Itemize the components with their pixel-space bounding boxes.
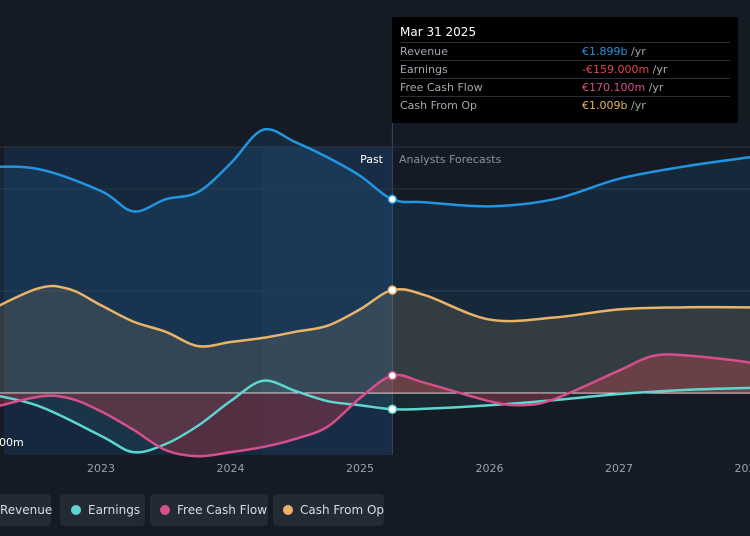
revenue-marker	[387, 194, 398, 205]
legend-item-earnings[interactable]: Earnings	[60, 494, 145, 526]
tooltip-row-cash-from-op: Cash From Op €1.009b /yr	[400, 96, 730, 114]
revenue-line	[0, 127, 750, 213]
free-cash-flow-marker	[387, 370, 398, 381]
tooltip-number: €1.009b	[582, 99, 628, 112]
legend-label: Cash From Op	[300, 503, 385, 517]
tooltip-number: €170.100m	[582, 81, 646, 94]
legend-item-revenue[interactable]: Revenue	[0, 494, 53, 526]
tooltip-value: €170.100m /yr	[582, 81, 663, 94]
tooltip-number: -€159.000m	[582, 63, 650, 76]
tooltip-row-free-cash-flow: Free Cash Flow €170.100m /yr	[400, 78, 730, 96]
free-cash-flow-dot-icon	[160, 505, 170, 515]
tooltip-unit: /yr	[648, 81, 664, 94]
free-cash-flow-line	[0, 353, 750, 458]
x-tick-label: 2023	[87, 462, 115, 475]
cash-from-op-area	[0, 286, 750, 393]
x-tick-label: 2027	[605, 462, 633, 475]
tooltip-row-earnings: Earnings -€159.000m /yr	[400, 60, 730, 78]
tooltip: Mar 31 2025 Revenue €1.899b /yr Earnings…	[392, 17, 738, 123]
tooltip-number: €1.899b	[582, 45, 628, 58]
tooltip-label: Earnings	[400, 63, 448, 76]
earnings-marker	[387, 404, 398, 414]
forecast-label: Analysts Forecasts	[399, 153, 502, 166]
cash-from-op-dot-icon	[283, 505, 293, 515]
legend-label: Revenue	[0, 503, 53, 517]
tooltip-label: Revenue	[400, 45, 448, 58]
revenue-area	[0, 129, 750, 393]
tooltip-value: -€159.000m /yr	[582, 63, 667, 76]
cash-from-op-marker	[387, 285, 398, 295]
tooltip-unit: /yr	[630, 45, 646, 58]
legend-label: Free Cash Flow	[177, 503, 268, 517]
x-tick-label: 2026	[476, 462, 504, 475]
past-label: Past	[360, 153, 384, 166]
tooltip-label: Free Cash Flow	[400, 81, 483, 94]
x-tick-label: 2024	[217, 462, 245, 475]
earnings-dot-icon	[71, 505, 81, 515]
free-cash-flow-area	[0, 354, 750, 457]
legend-label: Earnings	[88, 503, 141, 517]
cash-from-op-line	[0, 284, 750, 348]
tooltip-value: €1.899b /yr	[582, 45, 646, 58]
tooltip-value: €1.009b /yr	[582, 99, 646, 112]
tooltip-row-revenue: Revenue €1.899b /yr	[400, 42, 730, 60]
tooltip-unit: /yr	[652, 63, 668, 76]
x-tick-label: 2025	[346, 462, 374, 475]
tooltip-label: Cash From Op	[400, 99, 478, 112]
tooltip-date: Mar 31 2025	[400, 25, 477, 39]
legend-item-cash-from-op[interactable]: Cash From Op	[273, 494, 384, 526]
past-region	[4, 147, 393, 455]
y-min-label: 00m	[0, 436, 24, 449]
legend-item-free-cash-flow[interactable]: Free Cash Flow	[150, 494, 268, 526]
earnings-line	[0, 379, 750, 454]
x-tick-label: 2028	[735, 462, 750, 475]
tooltip-unit: /yr	[630, 99, 646, 112]
